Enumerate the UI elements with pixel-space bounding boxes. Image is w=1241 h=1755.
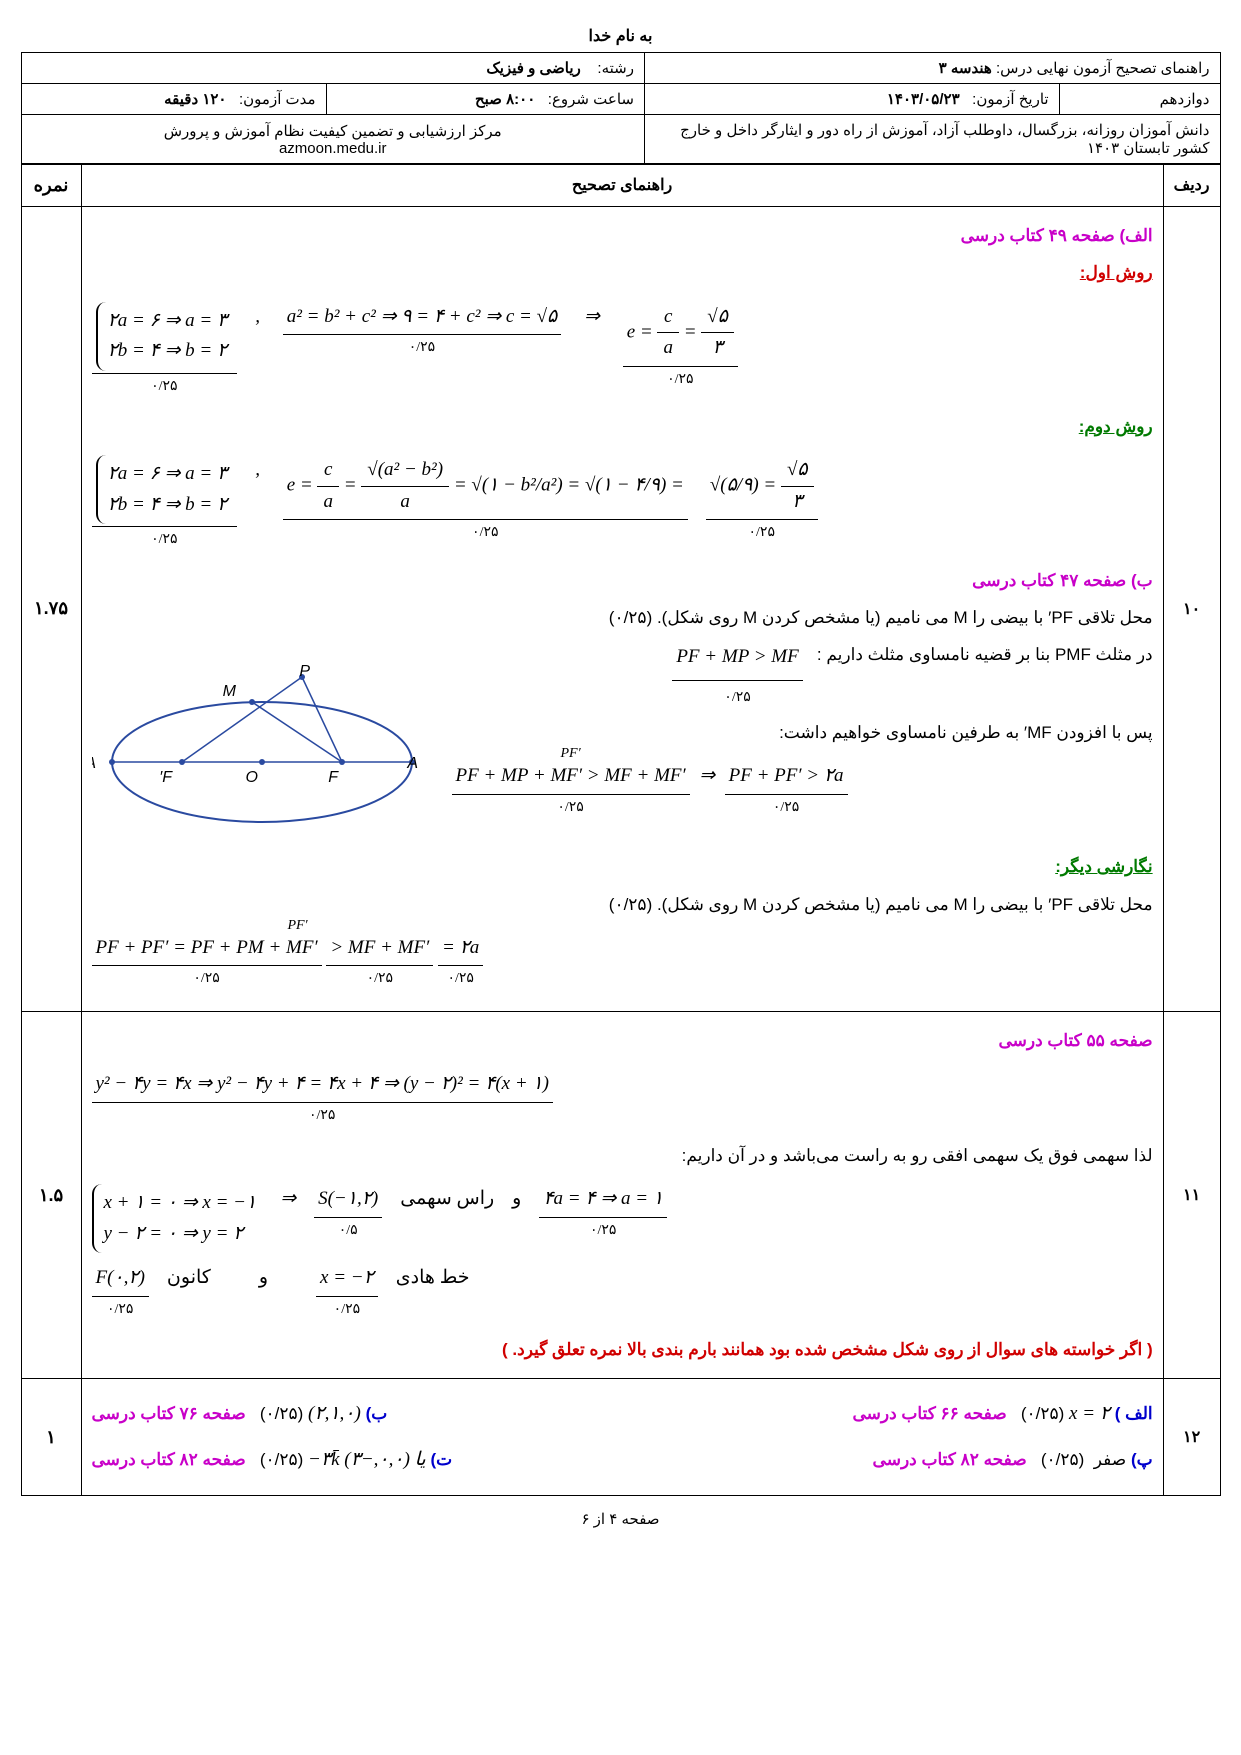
col-row: ردیف: [1163, 165, 1220, 207]
q12-body: الف ) x = ۲ (۰/۲۵) صفحه ۶۶ کتاب درسی ب) …: [81, 1379, 1163, 1496]
field-value: ریاضی و فیزیک: [486, 60, 580, 77]
dur-value: ۱۲۰ دقیقه: [164, 91, 226, 108]
svg-text:A: A: [406, 755, 418, 772]
field-label: رشته:: [597, 60, 634, 77]
q11-score: ۱.۵: [21, 1011, 81, 1379]
col-score: نمره: [21, 165, 81, 207]
date-value: ۱۴۰۳/۰۵/۲۳: [887, 91, 960, 108]
dur-label: مدت آزمون:: [239, 91, 316, 108]
q12-num: ۱۲: [1163, 1379, 1220, 1496]
col-body: راهنمای تصحیح: [81, 165, 1163, 207]
q10-alt-title: نگارشی دیگر:: [92, 848, 1153, 885]
q10-sys1b: ۲b = ۴ ⇒ b = ۲: [108, 340, 228, 361]
page-footer: صفحه ۴ از ۶: [21, 1496, 1221, 1542]
tag025-3: ۰/۲۵: [623, 367, 738, 391]
q10-b-ref: ب) صفحه ۴۷ کتاب درسی: [92, 562, 1153, 599]
guide-label: راهنمای تصحیح آزمون نهایی درس:: [996, 60, 1210, 77]
main-table: ردیف راهنمای تصحیح نمره ۱۰ الف) صفحه ۴۹ …: [21, 164, 1221, 1496]
date-label: تاریخ آزمون:: [972, 91, 1048, 108]
q10-method2: روش دوم:: [92, 408, 1153, 445]
bismillah: به نام خدا: [21, 20, 1221, 52]
svg-text:M: M: [222, 683, 236, 700]
q10-eq1-mid: a² = b² + c² ⇒ ۹ = ۴ + c² ⇒ c = √۵: [283, 302, 562, 335]
students-desc: دانش آموزان روزانه، بزرگسال، داوطلب آزاد…: [644, 115, 1220, 164]
q10-b-line1: محل تلاقی PF′ با بیضی را M می نامیم (یا …: [92, 599, 1153, 636]
q10-row: ۱۰ الف) صفحه ۴۹ کتاب درسی روش اول: ۲a = …: [21, 207, 1220, 1012]
q11-ref: صفحه ۵۵ کتاب درسی: [92, 1022, 1153, 1059]
svg-text:P: P: [299, 663, 310, 680]
q11-top-eq: y² − ۴y = ۴x ⇒ y² − ۴y + ۴ = ۴x + ۴ ⇒ (y…: [92, 1069, 1153, 1127]
q10-alef-ref: الف) صفحه ۴۹ کتاب درسی: [92, 217, 1153, 254]
tag025-2: ۰/۲۵: [283, 335, 562, 359]
svg-text:F′: F′: [159, 769, 173, 786]
header-table: راهنمای تصحیح آزمون نهایی درس: هندسه ۳ ر…: [21, 52, 1221, 164]
ellipse-diagram: A A′ F F′ O P M: [92, 642, 432, 842]
q10-body: الف) صفحه ۴۹ کتاب درسی روش اول: ۲a = ۶ ⇒…: [81, 207, 1163, 1012]
q10-method1: روش اول:: [92, 254, 1153, 291]
svg-text:A′: A′: [92, 755, 96, 772]
q11-row: ۱۱ صفحه ۵۵ کتاب درسی y² − ۴y = ۴x ⇒ y² −…: [21, 1011, 1220, 1379]
grade: دوازدهم: [1059, 84, 1220, 115]
q11-num: ۱۱: [1163, 1011, 1220, 1379]
q11-text: لذا سهمی فوق یک سهمی افقی رو به راست می‌…: [92, 1137, 1153, 1174]
q10-eq1: ۲a = ۶ ⇒ a = ۳ ۲b = ۴ ⇒ b = ۲ ۰/۲۵ , a² …: [92, 302, 1153, 398]
q10-eq2: ۲a = ۶ ⇒ a = ۳ ۲b = ۴ ⇒ b = ۲ ۰/۲۵ , e =…: [92, 455, 1153, 551]
q11-line1: x + ۱ = ۰ ⇒ x = −۱ y − ۲ = ۰ ⇒ y = ۲ ⇒ S…: [92, 1184, 1153, 1253]
q10-alt-eq: PF′ PF + PF′ = PF + PM + MF′ ۰/۲۵ > MF +…: [92, 933, 1153, 991]
q12-score: ۱: [21, 1379, 81, 1496]
link: azmoon.medu.ir: [32, 140, 634, 157]
q12-row: ۱۲ الف ) x = ۲ (۰/۲۵) صفحه ۶۶ کتاب درسی …: [21, 1379, 1220, 1496]
course-name: هندسه ۳: [939, 60, 992, 77]
q10-e-lhs: e =: [627, 321, 653, 342]
q10-sys1a: ۲a = ۶ ⇒ a = ۳: [108, 310, 228, 331]
q11-line2: F(۰,۲) ۰/۲۵ کانون و x = −۲ ۰/۲۵ خط هادی: [92, 1263, 1153, 1321]
q10-num: ۱۰: [1163, 207, 1220, 1012]
q10-score: ۱.۷۵: [21, 207, 81, 1012]
q10-alt-line: محل تلاقی PF′ با بیضی را M می نامیم (یا …: [92, 886, 1153, 923]
start-label: ساعت شروع:: [548, 91, 634, 108]
q11-body: صفحه ۵۵ کتاب درسی y² − ۴y = ۴x ⇒ y² − ۴y…: [81, 1011, 1163, 1379]
tag025-1: ۰/۲۵: [92, 374, 238, 398]
svg-text:F: F: [328, 769, 339, 786]
center-name: مرکز ارزشیابی و تضمین کیفیت نظام آموزش و…: [32, 122, 634, 140]
q11-note: ( اگر خواسته های سوال از روی شکل مشخص شد…: [92, 1331, 1153, 1368]
svg-text:O: O: [245, 769, 257, 786]
start-value: ۸:۰۰ صبح: [475, 91, 535, 108]
page: به نام خدا راهنمای تصحیح آزمون نهایی درس…: [21, 20, 1221, 1542]
